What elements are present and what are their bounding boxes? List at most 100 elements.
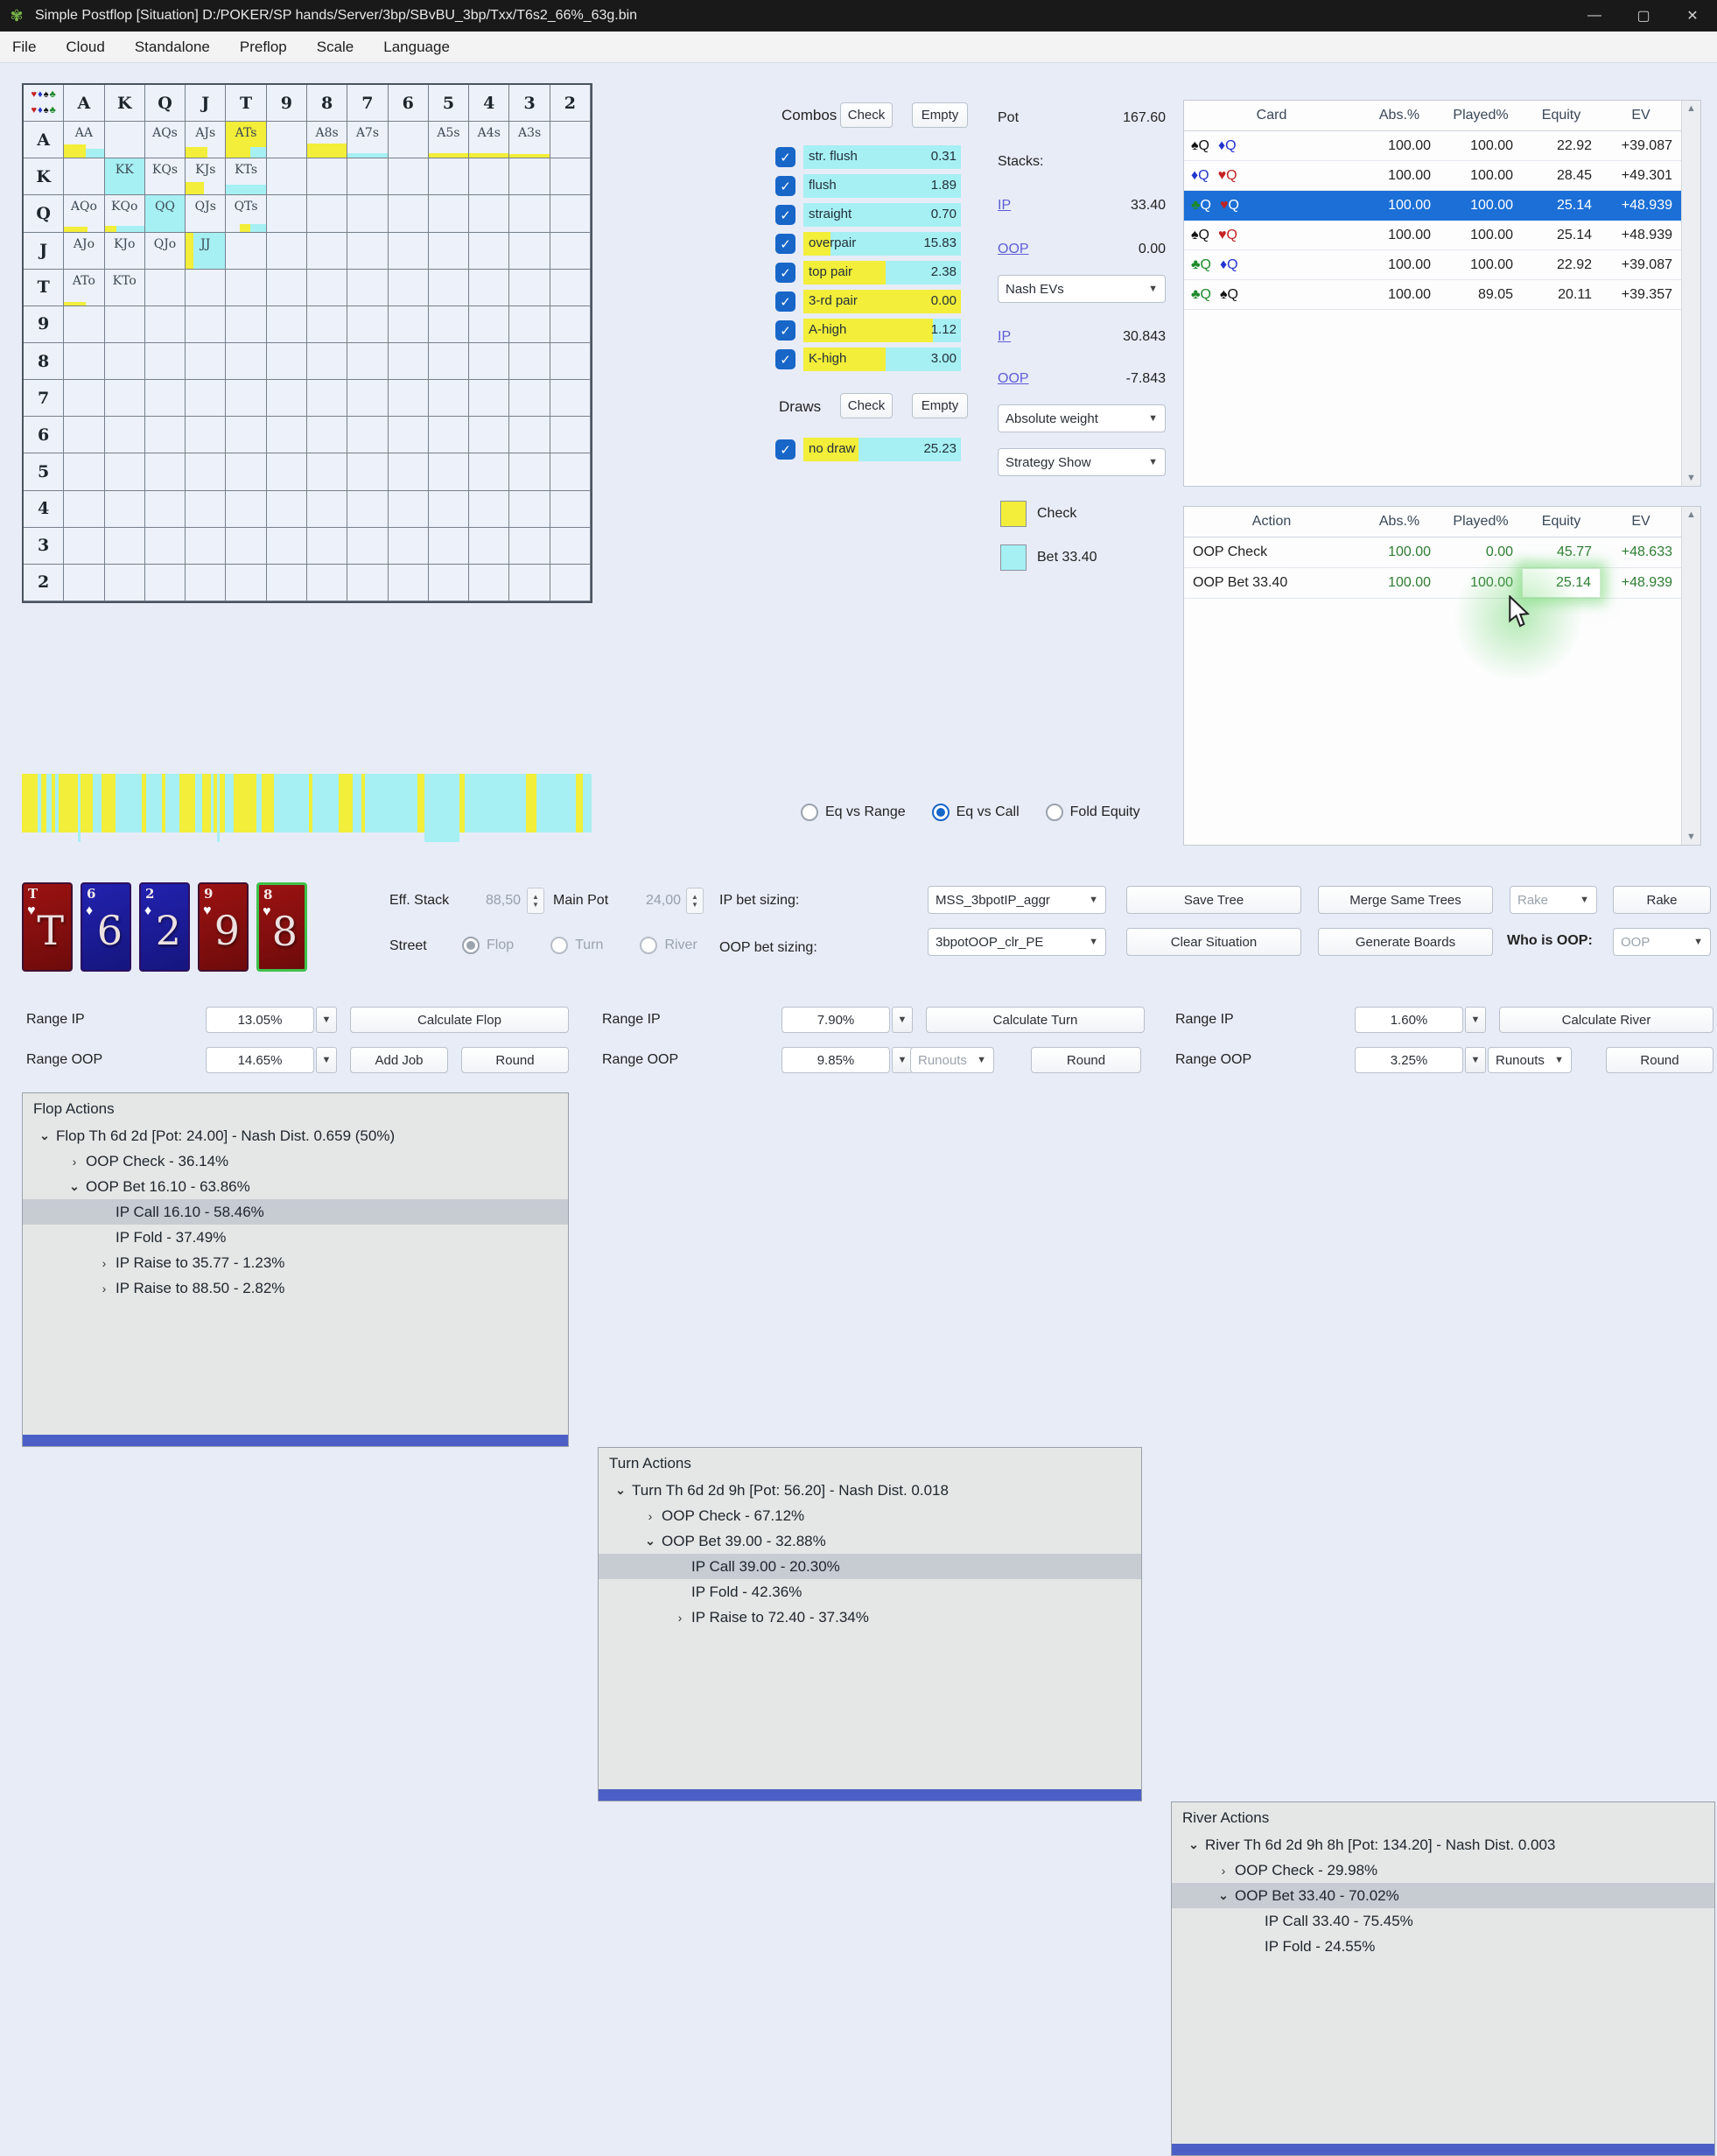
matrix-cell-42[interactable] (550, 490, 591, 528)
combos-empty-button[interactable]: Empty (912, 102, 968, 128)
matrix-cell-47[interactable] (347, 490, 389, 528)
matrix-cell-97[interactable] (347, 305, 389, 343)
menu-item-file[interactable]: File (12, 38, 37, 55)
matrix-cell-T9[interactable] (266, 269, 307, 306)
matrix-cell-9Q[interactable] (144, 305, 186, 343)
column-header-ev[interactable]: EV (1631, 514, 1650, 529)
matrix-cell-95[interactable] (428, 305, 470, 343)
matrix-cell-35[interactable] (428, 527, 470, 565)
matrix-cell-27[interactable] (347, 564, 389, 601)
matrix-cell-2A[interactable] (64, 564, 105, 601)
matrix-cell-K2[interactable] (550, 158, 591, 196)
tree-horizontal-scrollbar[interactable] (1172, 2144, 1714, 2155)
matrix-cell-J6[interactable] (388, 232, 429, 270)
range-ip-turn-value[interactable]: 7.90% (781, 1007, 890, 1033)
combo-checkbox-straight[interactable]: ✓ (775, 205, 795, 225)
matrix-cell-9T[interactable] (226, 305, 267, 343)
calculate-turn-button[interactable]: Calculate Turn (926, 1007, 1145, 1033)
tree-item[interactable]: IP Fold - 42.36% (599, 1579, 1141, 1605)
weight-dropdown[interactable]: Absolute weight ▼ (998, 404, 1166, 432)
matrix-cell-QJo[interactable]: QJo (144, 232, 186, 270)
matrix-cell-63[interactable] (509, 417, 550, 454)
tree-item[interactable]: ⌄ River Th 6d 2d 9h 8h [Pot: 134.20] - Na… (1172, 1832, 1714, 1858)
minimize-button[interactable]: — (1587, 8, 1601, 23)
matrix-cell-KJo[interactable]: KJo (104, 232, 145, 270)
eff-stack-value[interactable]: 88,50 (485, 893, 521, 908)
range-oop-flop-dropdown-arrow[interactable]: ▼ (316, 1047, 337, 1073)
tree-horizontal-scrollbar[interactable] (23, 1435, 568, 1446)
matrix-cell-6Q[interactable] (144, 417, 186, 454)
matrix-cell-94[interactable] (469, 305, 510, 343)
matrix-cell-8A[interactable] (64, 342, 105, 381)
matrix-cell-7K[interactable] (104, 380, 145, 418)
chevron-right-icon[interactable]: › (677, 1610, 683, 1625)
matrix-cell-3J[interactable] (186, 527, 227, 565)
matrix-cell-KA[interactable] (64, 158, 105, 196)
matrix-cell-AJo[interactable]: AJo (64, 232, 105, 270)
matrix-cell-34[interactable] (469, 527, 510, 565)
main-pot-stepper[interactable]: ▲ ▼ (686, 888, 704, 914)
matrix-cell-A7s[interactable]: A7s (347, 122, 389, 159)
matrix-cell-T7[interactable] (347, 269, 389, 306)
matrix-cell-39[interactable] (266, 527, 307, 565)
matrix-cell-QTs[interactable]: QTs (226, 195, 267, 233)
matrix-cell-Q5[interactable] (428, 195, 470, 233)
matrix-cell-5A[interactable] (64, 453, 105, 491)
matrix-cell-KTo[interactable]: KTo (104, 269, 145, 306)
merge-same-trees-button[interactable]: Merge Same Trees (1318, 886, 1493, 914)
board-card-8h[interactable]: 8 ♥ 8 (256, 882, 307, 972)
scroll-up-arrow[interactable]: ▲ (1686, 509, 1696, 520)
column-header-card[interactable]: Card (1256, 108, 1287, 123)
tree-item[interactable]: › OOP Check - 29.98% (1172, 1858, 1714, 1883)
range-oop-turn-value[interactable]: 9.85% (781, 1047, 890, 1073)
round-button-turn[interactable]: Round (1031, 1047, 1141, 1073)
matrix-cell-8J[interactable] (186, 342, 227, 381)
matrix-cell-K9[interactable] (266, 158, 307, 196)
matrix-cell-4K[interactable] (104, 490, 145, 528)
matrix-cell-8T[interactable] (226, 342, 267, 381)
matrix-cell-58[interactable] (306, 453, 348, 491)
main-pot-value[interactable]: 24,00 (645, 893, 681, 908)
matrix-cell-64[interactable] (469, 417, 510, 454)
matrix-cell-22[interactable] (550, 564, 591, 601)
matrix-cell-74[interactable] (469, 380, 510, 418)
tree-item[interactable]: IP Fold - 24.55% (1172, 1934, 1714, 1959)
radio-eq-vs-range[interactable]: Eq vs Range (801, 804, 906, 821)
tree-item[interactable]: IP Call 16.10 - 58.46% (23, 1199, 568, 1225)
matrix-cell-88[interactable] (306, 342, 348, 381)
ip-stack-link[interactable]: IP (998, 198, 1012, 213)
matrix-cell-T2[interactable] (550, 269, 591, 306)
matrix-cell-9J[interactable] (186, 305, 227, 343)
matrix-cell-QQ[interactable]: QQ (144, 195, 186, 233)
matrix-cell-9K[interactable] (104, 305, 145, 343)
matrix-cell-78[interactable] (306, 380, 348, 418)
range-ip-turn-dropdown-arrow[interactable]: ▼ (892, 1007, 913, 1033)
matrix-cell-76[interactable] (388, 380, 429, 418)
matrix-cell-2K[interactable] (104, 564, 145, 601)
matrix-cell-2J[interactable] (186, 564, 227, 601)
matrix-cell-Q3[interactable] (509, 195, 550, 233)
strategy-show-dropdown[interactable]: Strategy Show ▼ (998, 448, 1166, 476)
board-card-6d[interactable]: 6 ♦ 6 (81, 882, 131, 972)
tree-item[interactable]: ⌄ Flop Th 6d 2d [Pot: 24.00] - Nash Dist.… (23, 1123, 568, 1148)
matrix-cell-A6[interactable] (388, 122, 429, 159)
chevron-down-icon[interactable]: ⌄ (69, 1179, 80, 1193)
calculate-flop-button[interactable]: Calculate Flop (350, 1007, 569, 1033)
matrix-cell-77[interactable] (347, 380, 389, 418)
add-job-button[interactable]: Add Job (350, 1047, 448, 1073)
radio-eq-vs-call[interactable]: Eq vs Call (931, 804, 1020, 821)
clear-situation-button[interactable]: Clear Situation (1126, 928, 1301, 956)
oop-sizing-dropdown[interactable]: 3bpotOOP_clr_PE ▼ (928, 928, 1106, 956)
matrix-cell-98[interactable] (306, 305, 348, 343)
menu-item-scale[interactable]: Scale (316, 38, 354, 55)
matrix-cell-3K[interactable] (104, 527, 145, 565)
matrix-cell-7T[interactable] (226, 380, 267, 418)
close-button[interactable]: ✕ (1686, 9, 1699, 24)
matrix-cell-5K[interactable] (104, 453, 145, 491)
matrix-cell-J5[interactable] (428, 232, 470, 270)
matrix-cell-25[interactable] (428, 564, 470, 601)
matrix-cell-8Q[interactable] (144, 342, 186, 381)
matrix-cell-K8[interactable] (306, 158, 348, 196)
matrix-cell-23[interactable] (509, 564, 550, 601)
matrix-cell-29[interactable] (266, 564, 307, 601)
